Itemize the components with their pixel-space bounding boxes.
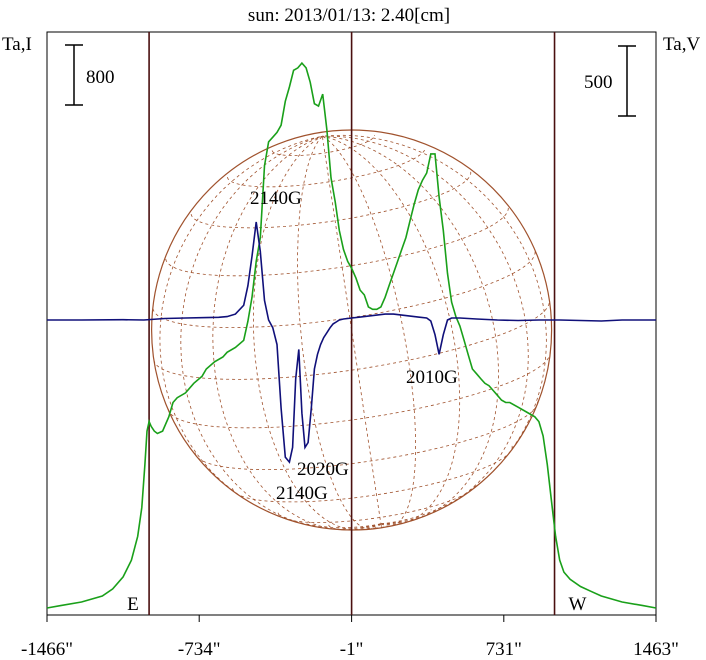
left-axis-label: Ta,I [2, 34, 32, 55]
latitude-line [328, 509, 432, 531]
x-tick-label: 731" [486, 639, 522, 660]
x-tick-label: 1463" [633, 639, 679, 660]
latitude-line [153, 300, 550, 380]
longitude-line [322, 135, 461, 526]
latitude-line [152, 250, 536, 328]
annotation-label: 2020G [297, 459, 349, 480]
latitude-line [194, 401, 538, 471]
latitude-line [190, 171, 472, 229]
longitude-line [297, 135, 382, 530]
chart-title: sun: 2013/01/13: 2.40[cm] [248, 5, 450, 26]
longitude-line [322, 134, 547, 525]
limb-marker-label: W [569, 594, 587, 615]
longitude-line [322, 135, 500, 525]
x-axis: -1466" -734" -1" 731" 1463" [21, 615, 679, 660]
longitude-line [159, 135, 381, 529]
annotation-label: 2140G [250, 188, 302, 209]
longitude-line [180, 135, 381, 530]
annotations: 2140G 2010G 2020G 2140G [250, 188, 458, 504]
latitude-line [232, 445, 513, 503]
left-scale-bar-label: 800 [86, 67, 115, 88]
limb-marker-label: E [127, 594, 139, 615]
longitude-line [321, 136, 382, 528]
right-axis-label: Ta,V [663, 34, 700, 55]
right-scale-bar: 500 [584, 45, 636, 117]
longitude-line [212, 135, 382, 531]
longitude-line [252, 135, 382, 531]
x-tick-label: -734" [178, 639, 221, 660]
limb-lines [148, 32, 556, 615]
annotation-label: 2010G [406, 367, 458, 388]
right-scale-bar-label: 500 [584, 72, 613, 93]
polarization-series-line [47, 221, 656, 464]
left-scale-bar: 800 [65, 44, 115, 106]
longitude-line [322, 135, 417, 527]
intensity-series-line [46, 61, 657, 609]
x-tick-label: -1466" [21, 639, 73, 660]
longitude-line [322, 135, 529, 525]
data-series [46, 61, 657, 609]
latitude-line [271, 135, 375, 157]
annotation-label: 2140G [276, 483, 328, 504]
x-tick-label: -1" [340, 639, 364, 660]
